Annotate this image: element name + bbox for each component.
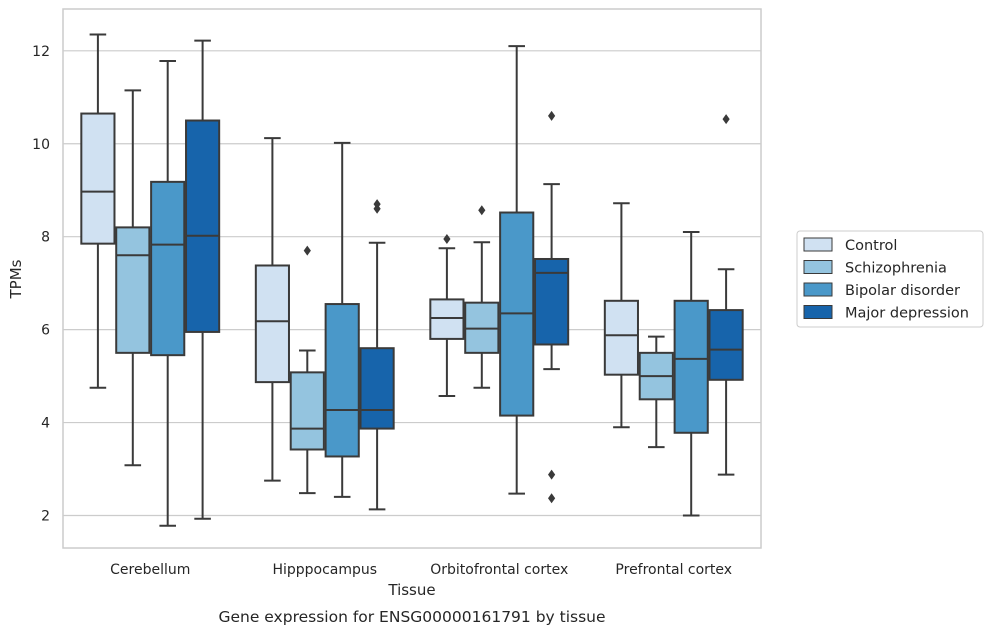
legend-swatch [803,282,833,297]
x-tick-label: Prefrontal cortex [615,562,732,578]
plot-area-frame [62,8,762,549]
iqr-box [80,112,116,245]
box-prefrontal-cortex-schizophrenia [638,335,674,449]
iqr-box [429,298,465,340]
x-tick-label: Hipppocampus [272,562,377,578]
iqr-box [603,299,639,376]
x-tick-labels: Cerebellum Hipppocampus Orbitofrontal cort… [110,562,732,578]
box-cerebellum-schizophrenia [115,89,151,467]
iqr-box [254,264,290,384]
outlier-point [373,199,381,210]
box-prefrontal-cortex-control [603,202,639,429]
outlier-point [548,493,556,504]
iqr-box [289,371,325,451]
x-axis-label: Tissue [387,581,435,599]
iqr-box [534,257,570,346]
y-tick-label: 8 [41,230,50,246]
iqr-box [115,226,151,354]
box-cerebellum-bipolar-disorder [150,60,186,527]
box-cerebellum-major-depression [185,39,221,520]
legend: Control Schizophrenia Bipolar disorder Majo… [796,230,984,328]
box-orbitofrontal-cortex-control [429,234,465,398]
iqr-box [324,303,360,458]
x-tick-label: Cerebellum [110,562,190,578]
outlier-point [478,205,486,216]
box-hipppocampus-control [254,137,290,482]
y-tick-label: 10 [32,137,50,153]
iqr-box [359,347,395,430]
y-axis-label: TPMs [7,259,25,299]
legend-swatch [803,305,833,319]
outlier-point [548,469,556,480]
iqr-box [708,309,744,381]
box-orbitofrontal-cortex-major-depression [534,110,570,504]
x-tick-label: Orbitofrontal cortex [430,562,568,578]
legend-swatch [803,260,833,274]
box-orbitofrontal-cortex-bipolar-disorder [499,45,535,495]
legend-entry-label: Control [845,238,897,254]
box-cerebellum-control [80,33,116,389]
chart-caption: Gene expression for ENSG00000161791 by t… [218,608,605,626]
legend-entry-label: Major depression [845,306,969,322]
legend-frame [796,230,984,328]
box-orbitofrontal-cortex-schizophrenia [464,205,500,389]
y-tick-labels: 2 4 6 8 10 12 [32,44,50,525]
iqr-box [185,119,221,333]
y-tick-label: 4 [41,416,50,432]
iqr-box [673,299,709,434]
box-prefrontal-cortex-major-depression [708,114,744,476]
legend-entry-label: Schizophrenia [845,261,947,277]
box-hipppocampus-bipolar-disorder [324,141,360,498]
outlier-point [303,245,311,256]
box-prefrontal-cortex-bipolar-disorder [673,231,709,517]
y-tick-label: 12 [32,44,50,60]
legend-swatch [803,237,833,252]
y-tick-label: 6 [41,323,50,339]
outlier-point [722,114,730,125]
boxes [80,33,744,527]
y-tick-label: 2 [41,508,50,524]
iqr-box [150,180,186,357]
outlier-point [548,110,556,121]
box-hipppocampus-major-depression [359,199,395,511]
legend-entry-label: Bipolar disorder [845,283,960,299]
box-hipppocampus-schizophrenia [289,245,325,495]
outlier-point [443,234,451,245]
